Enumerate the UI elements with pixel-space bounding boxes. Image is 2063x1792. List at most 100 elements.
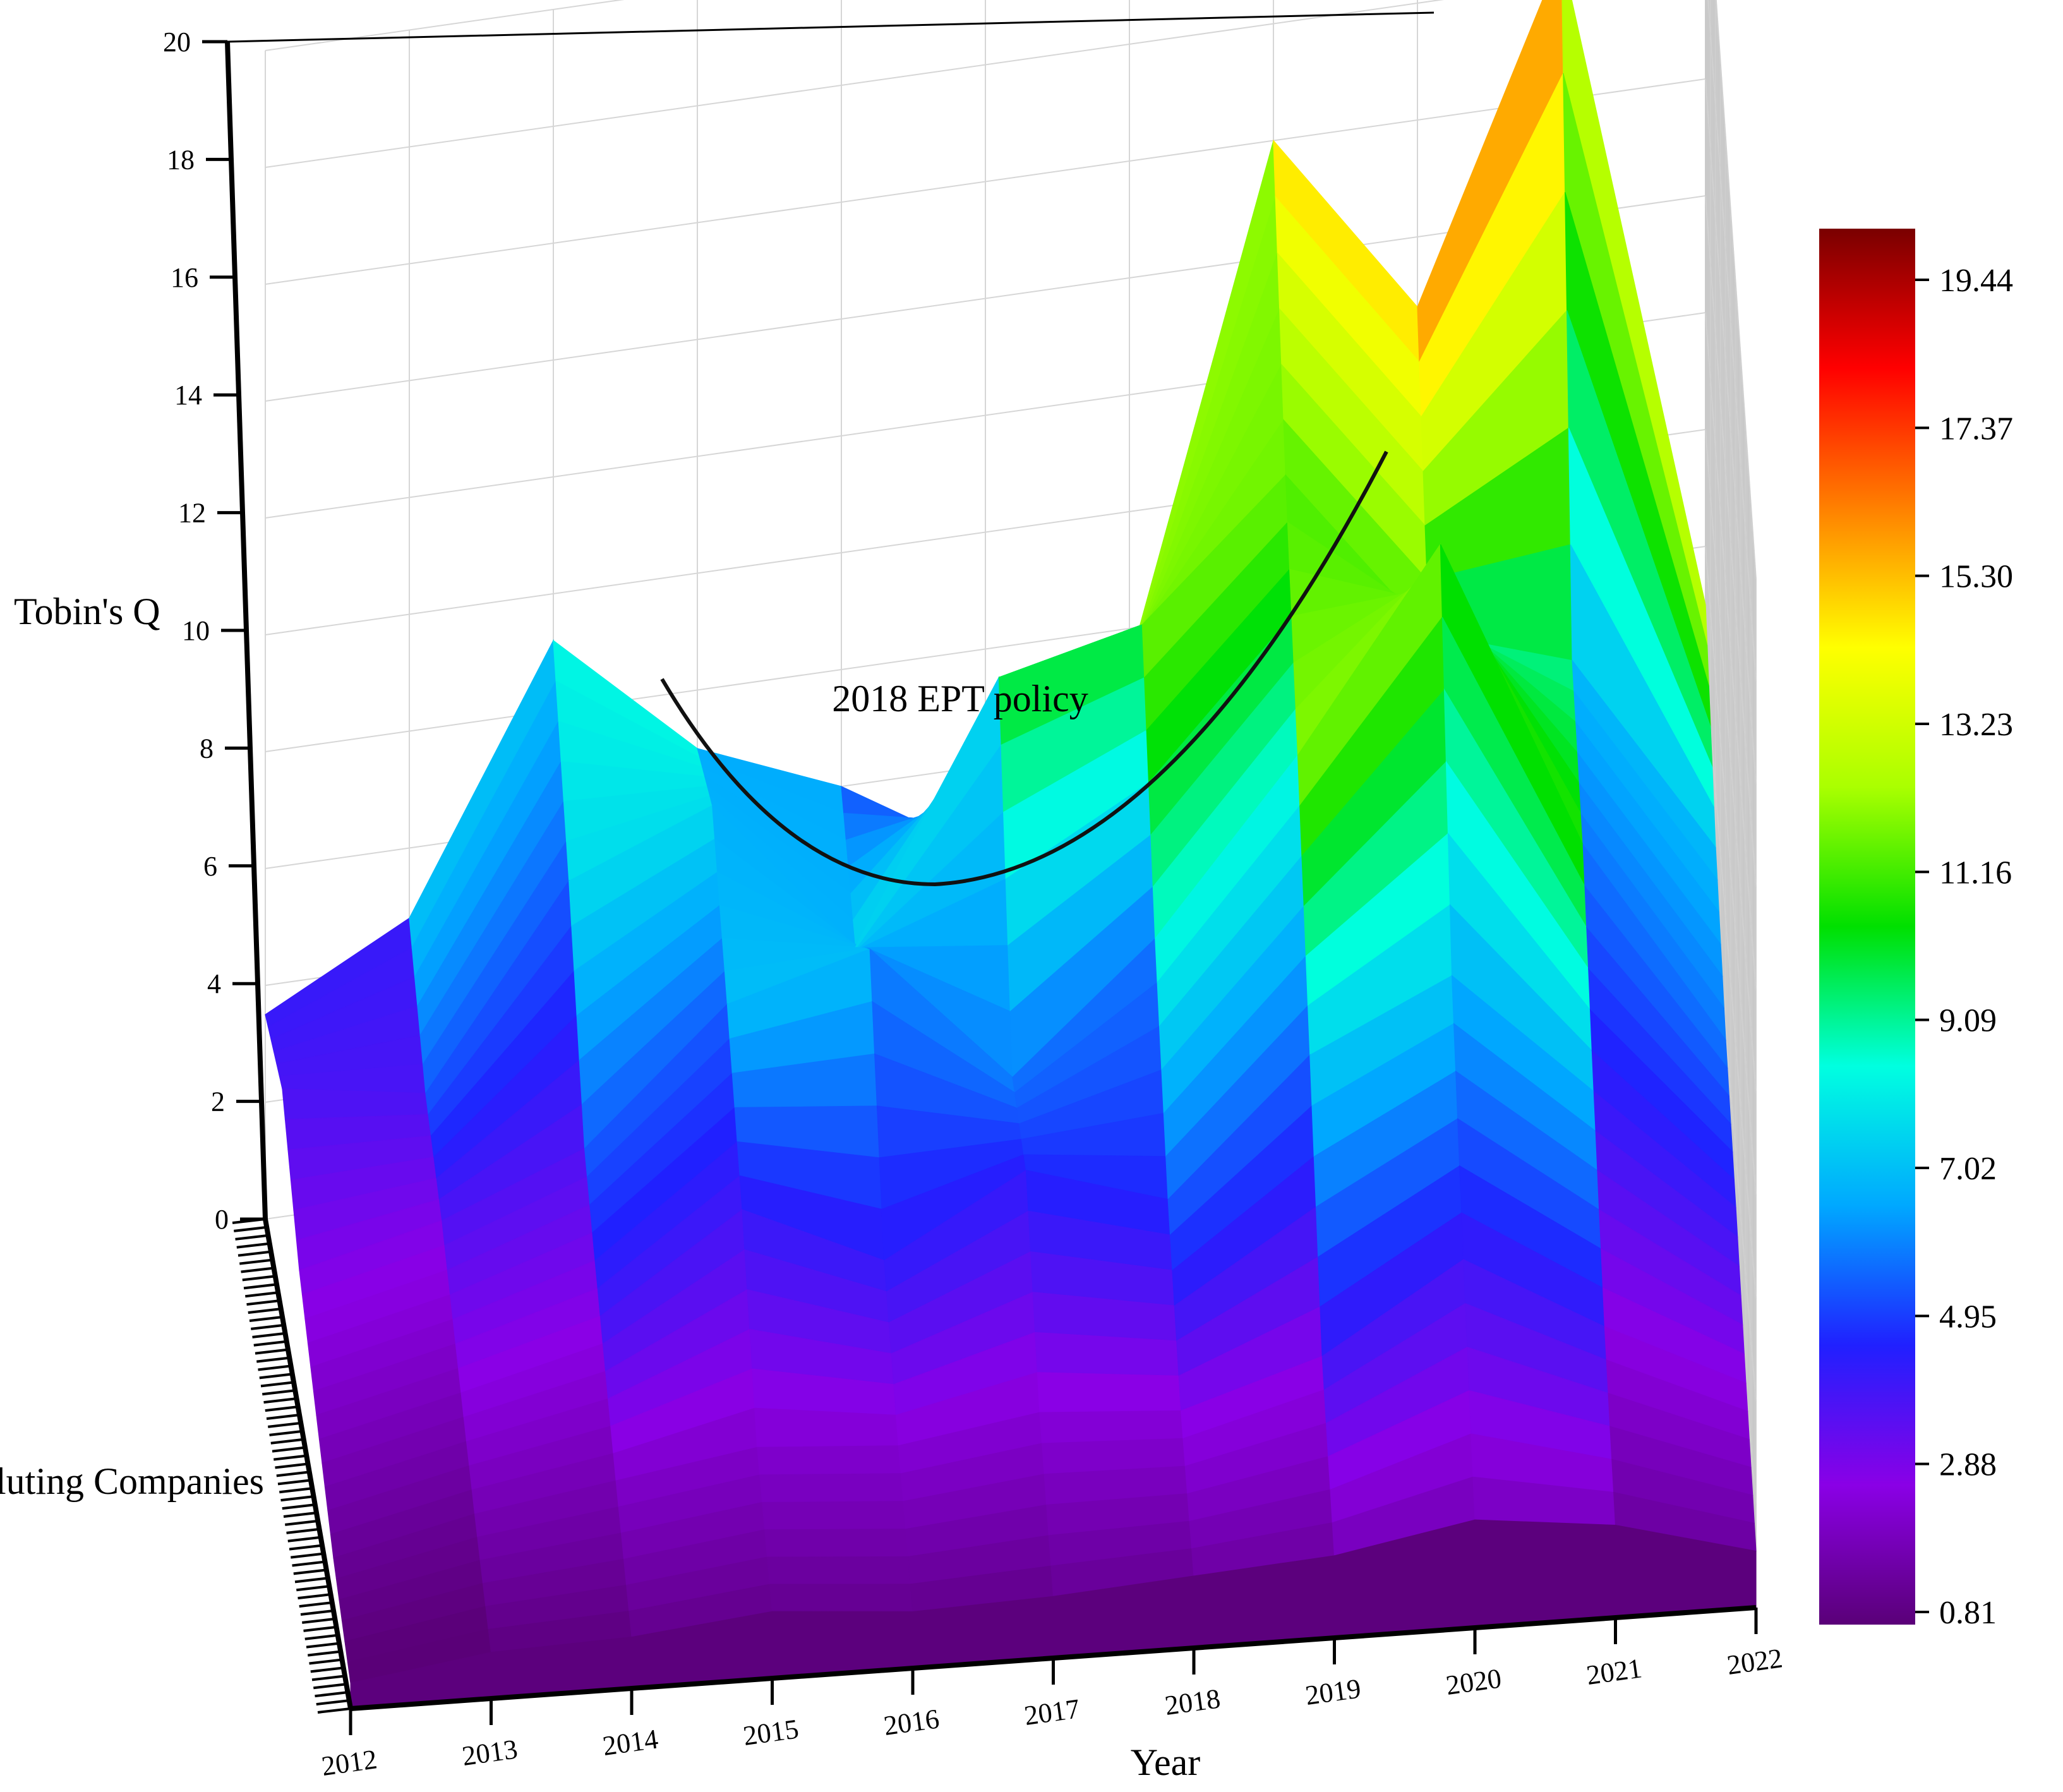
back-gridline-z xyxy=(265,0,625,51)
depth-tick-mark xyxy=(235,1234,268,1241)
colorbar-tick-label: 19.44 xyxy=(1939,263,2013,299)
side-gridline-z xyxy=(1705,663,1757,1299)
z-tick-label: 10 xyxy=(182,615,210,646)
surface-cell xyxy=(1037,1372,1182,1413)
depth-tick-mark xyxy=(234,1225,267,1232)
depth-tick-mark xyxy=(277,1479,311,1486)
z-tick-label: 2 xyxy=(211,1086,225,1117)
side-gridline-z xyxy=(1705,195,1757,888)
depth-tick-mark xyxy=(241,1266,274,1273)
colorbar: 0.81 2.88 4.95 7.02 9.09 11.16 13.23 15.30 17.37… xyxy=(1819,229,2013,1631)
depth-tick-mark xyxy=(283,1512,317,1518)
depth-tick-mark xyxy=(311,1675,346,1681)
depth-tick-mark xyxy=(275,1462,308,1469)
depth-tick-mark xyxy=(313,1683,347,1690)
z-tick-label: 18 xyxy=(167,144,195,175)
colorbar-tick-label: 11.16 xyxy=(1939,855,2012,891)
ept-policy-curve xyxy=(660,450,1388,887)
depth-tick-mark xyxy=(238,1250,272,1257)
depth-tick-mark xyxy=(287,1536,321,1542)
x-axis-ticks: 2012 2013 2014 2015 2016 2017 2018 2019 2020 2021… xyxy=(320,1608,1784,1782)
z-axis-title: Tobin's Q xyxy=(14,591,160,632)
x-tick-label: 2021 xyxy=(1585,1652,1644,1691)
z-tick-label: 4 xyxy=(207,968,221,999)
z-tick-label: 16 xyxy=(171,262,198,293)
x-tick-label: 2022 xyxy=(1725,1642,1784,1681)
depth-tick-mark xyxy=(294,1577,328,1584)
depth-tick-mark xyxy=(285,1519,318,1526)
side-gridline-z xyxy=(1705,312,1757,991)
z-tick-label: 20 xyxy=(163,27,191,57)
depth-tick-mark xyxy=(282,1503,315,1510)
depth-axis-title: Polluting Companies xyxy=(0,1460,264,1502)
surface-skirt xyxy=(1474,1519,1616,1628)
depth-tick-mark xyxy=(242,1275,275,1282)
surface-cell xyxy=(769,1584,913,1613)
depth-tick-mark xyxy=(263,1397,297,1404)
depth-tick-mark xyxy=(245,1291,279,1298)
depth-tick-mark xyxy=(292,1560,325,1567)
side-gridline-z xyxy=(1715,0,1757,580)
surface-mesh xyxy=(265,0,1757,1709)
colorbar-tick-label: 7.02 xyxy=(1939,1151,1997,1187)
depth-tick-mark xyxy=(308,1650,341,1657)
z-axis-ticks: 0 2 4 6 8 10 12 14 16 18 20 xyxy=(163,27,265,1235)
depth-tick-mark xyxy=(300,1609,334,1616)
depth-tick-mark xyxy=(243,1283,277,1290)
depth-tick-mark xyxy=(272,1446,306,1453)
back-top-edge xyxy=(227,11,1434,43)
depth-tick-mark xyxy=(268,1421,301,1428)
depth-tick-mark xyxy=(306,1642,340,1649)
depth-axis-ticks xyxy=(232,1218,351,1714)
depth-tick-mark xyxy=(286,1527,320,1534)
annotation-label: 2018 EPT policy xyxy=(832,678,1088,719)
z-tick-label: 8 xyxy=(200,733,214,764)
depth-tick-mark xyxy=(251,1323,284,1330)
side-gridline-z xyxy=(1705,78,1757,785)
colorbar-tick-label: 2.88 xyxy=(1939,1447,1997,1483)
depth-tick-mark xyxy=(253,1340,287,1347)
x-tick-label: 2019 xyxy=(1304,1673,1363,1711)
depth-tick-mark xyxy=(279,1487,313,1494)
depth-tick-mark xyxy=(302,1617,335,1624)
depth-tick-mark xyxy=(296,1585,330,1592)
surface-cell xyxy=(766,1556,911,1585)
depth-tick-mark xyxy=(276,1470,310,1477)
depth-tick-mark xyxy=(274,1454,307,1461)
x-tick-label: 2016 xyxy=(882,1703,941,1741)
depth-tick-mark xyxy=(293,1568,327,1575)
depth-tick-mark xyxy=(304,1633,338,1640)
depth-tick-mark xyxy=(270,1438,304,1445)
depth-tick-mark xyxy=(232,1218,266,1224)
depth-tick-mark xyxy=(262,1389,296,1396)
colorbar-ticks: 0.81 2.88 4.95 7.02 9.09 11.16 13.23 15.30 17.37… xyxy=(1915,263,2013,1631)
depth-tick-mark xyxy=(309,1658,342,1665)
colorbar-tick-label: 13.23 xyxy=(1939,707,2013,743)
depth-tick-mark xyxy=(310,1666,344,1673)
x-tick-label: 2014 xyxy=(601,1723,660,1762)
surface-cell xyxy=(1039,1410,1184,1444)
side-gridline-z xyxy=(1705,429,1757,1094)
colorbar-tick-label: 4.95 xyxy=(1939,1299,1997,1335)
x-tick-label: 2017 xyxy=(1023,1693,1082,1731)
depth-tick-mark xyxy=(246,1299,280,1306)
x-tick-label: 2020 xyxy=(1444,1663,1503,1701)
z-tick-label: 14 xyxy=(174,380,202,411)
depth-tick-mark xyxy=(266,1414,300,1420)
depth-tick-mark xyxy=(317,1707,351,1714)
depth-tick-mark xyxy=(236,1242,270,1249)
depth-tick-mark xyxy=(303,1625,337,1632)
colorbar-tick-label: 17.37 xyxy=(1939,411,2013,447)
depth-tick-mark xyxy=(269,1429,303,1436)
depth-tick-mark xyxy=(256,1356,290,1363)
surface-cell xyxy=(764,1529,909,1558)
surface-cell xyxy=(759,1473,904,1503)
x-tick-label: 2018 xyxy=(1163,1683,1222,1721)
depth-tick-mark xyxy=(299,1601,332,1608)
depth-tick-mark xyxy=(316,1699,349,1706)
depth-tick-mark xyxy=(249,1316,283,1322)
depth-tick-mark xyxy=(280,1495,314,1502)
z-tick-label: 12 xyxy=(178,498,206,529)
depth-tick-mark xyxy=(239,1258,273,1265)
